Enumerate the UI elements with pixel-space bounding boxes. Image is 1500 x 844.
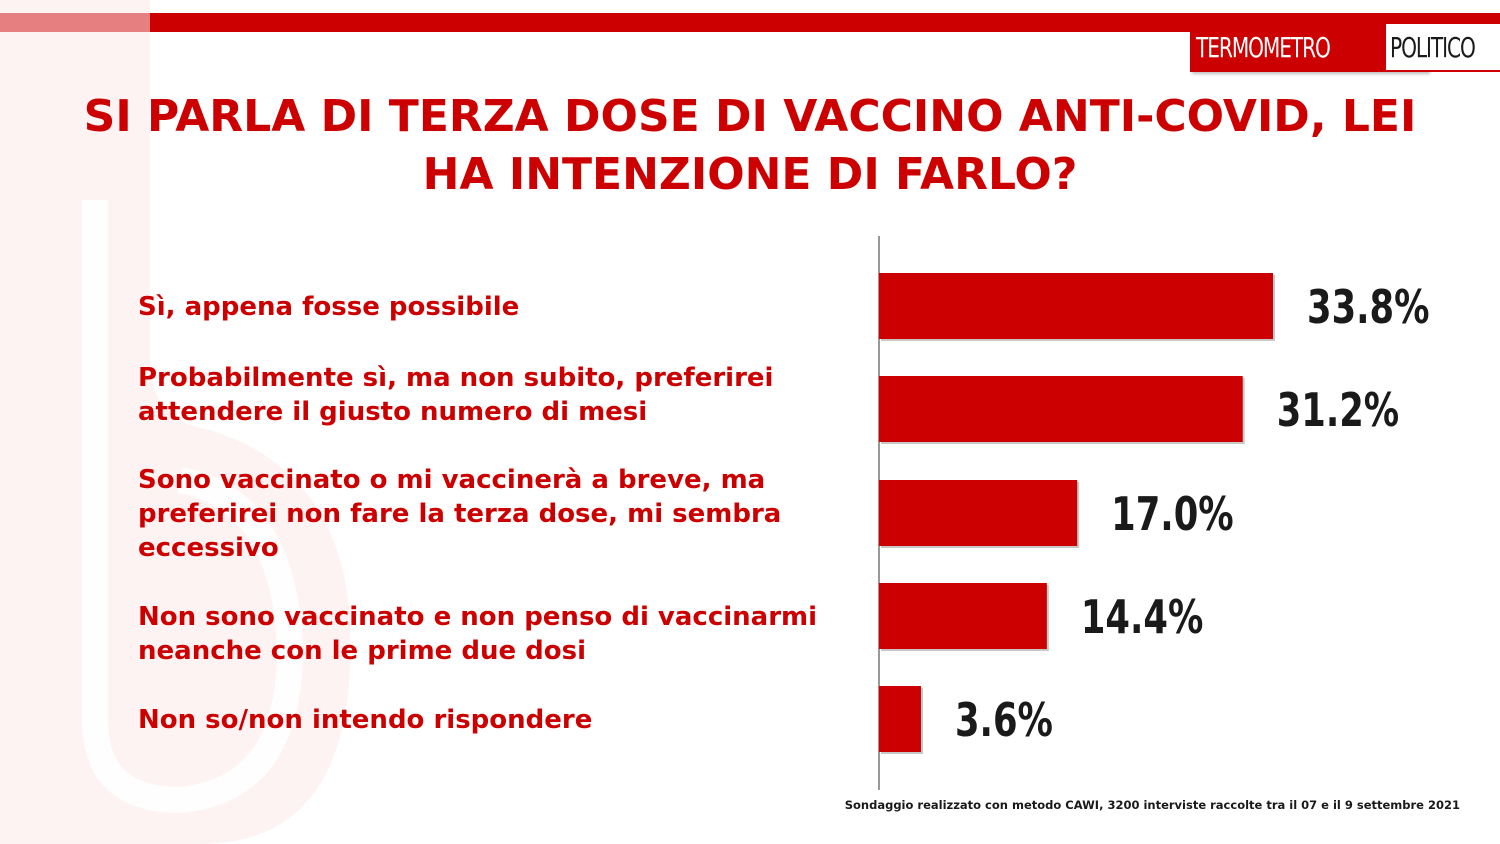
page-title: SI PARLA DI TERZA DOSE DI VACCINO ANTI-C…	[83, 91, 1417, 200]
category-label-4: Non sono vaccinato e non penso di vaccin…	[138, 602, 818, 666]
category-label-1: Sì, appena fosse possibile	[138, 292, 520, 322]
bar-5	[879, 686, 921, 752]
logo-text-politico: POLITICO	[1389, 30, 1476, 64]
category-label-2: Probabilmente sì, ma non subito, preferi…	[138, 363, 774, 427]
bar-value-label-5: 3.6%	[955, 693, 1053, 747]
bar-1	[879, 273, 1273, 339]
top-accent-bar	[0, 13, 1500, 32]
bar-value-label-1: 33.8%	[1307, 280, 1430, 334]
category-label-3: Sono vaccinato o mi vaccinerà a breve, m…	[138, 465, 782, 563]
bar-3	[879, 480, 1078, 546]
category-label-5: Non so/non intendo rispondere	[138, 705, 593, 735]
logo-text-termometro: TERMOMETRO	[1196, 30, 1331, 64]
bar-value-label-4: 14.4%	[1081, 590, 1204, 644]
bar-4	[879, 583, 1047, 649]
bar-value-label-3: 17.0%	[1111, 487, 1234, 541]
termometro-politico-logo: TERMOMETRO POLITICO	[1190, 22, 1500, 72]
survey-note: Sondaggio realizzato con metodo CAWI, 32…	[844, 798, 1460, 812]
bar-2	[879, 376, 1243, 442]
bar-value-label-2: 31.2%	[1277, 383, 1400, 437]
